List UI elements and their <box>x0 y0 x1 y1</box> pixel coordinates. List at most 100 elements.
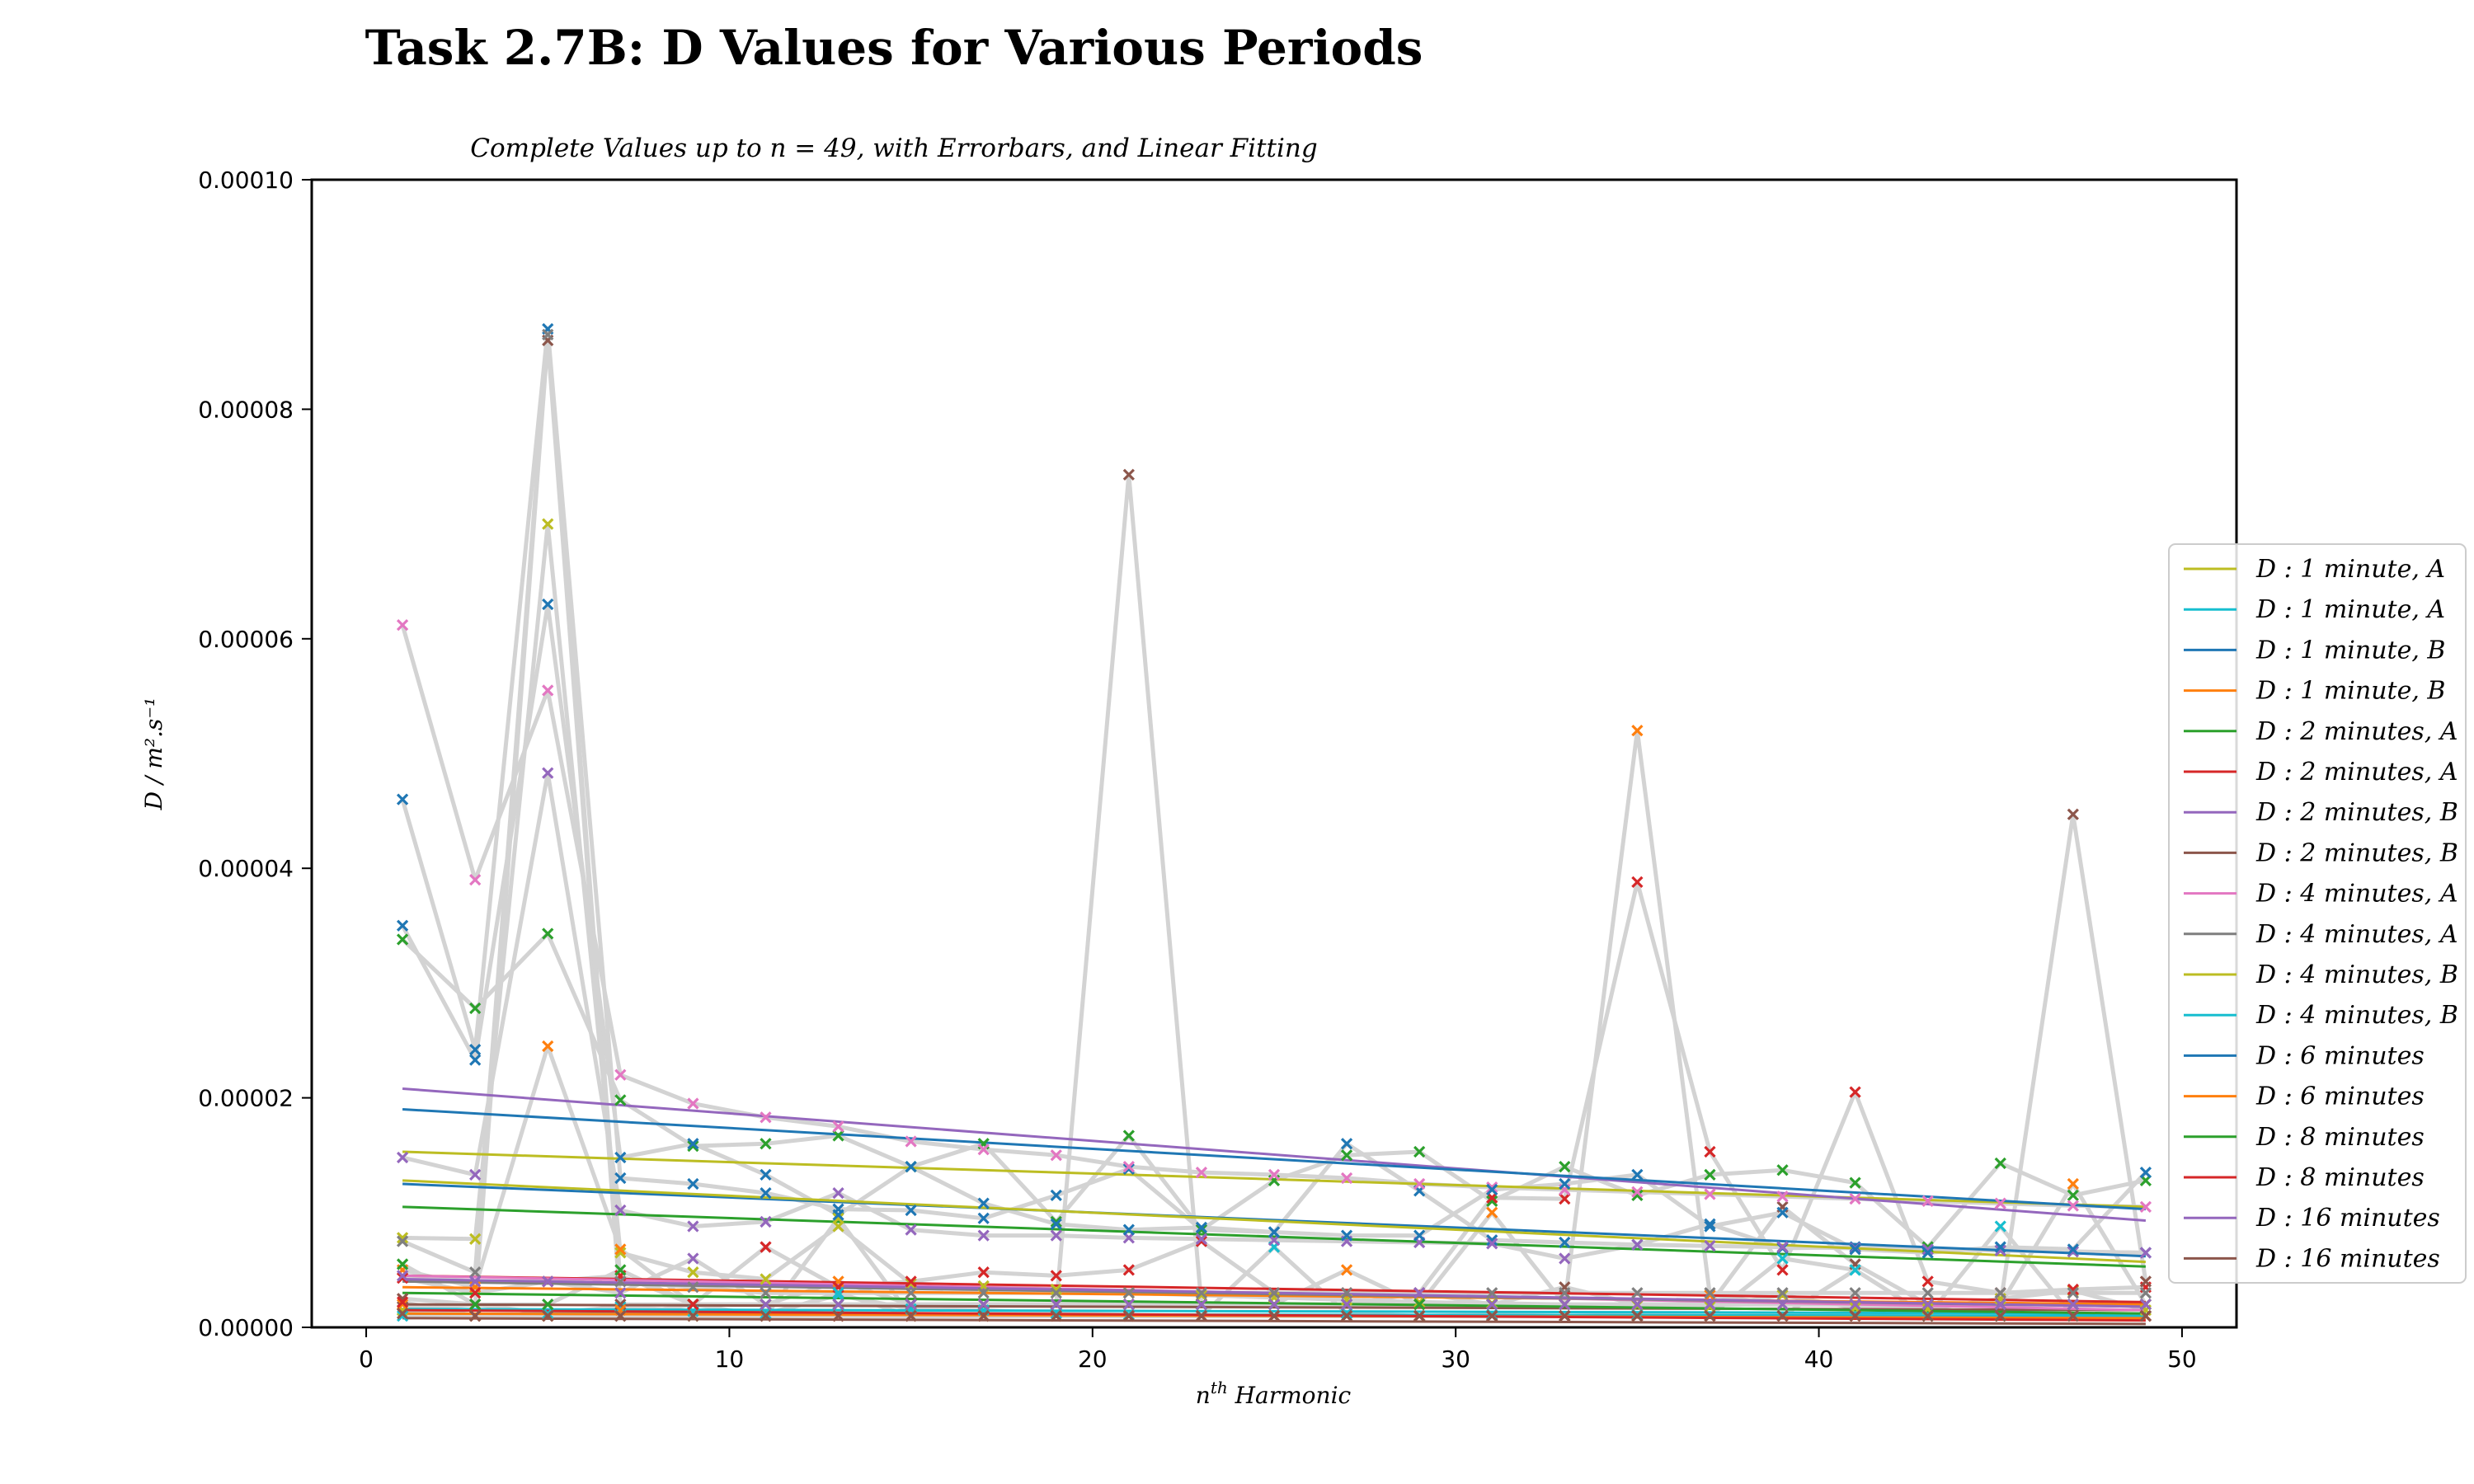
data-point <box>542 928 554 940</box>
data-point <box>760 1308 772 1320</box>
data-point <box>1921 1298 1934 1311</box>
x-tick-label: 40 <box>1804 1345 1834 1373</box>
data-point <box>1704 1289 1716 1302</box>
data-point <box>1849 1298 1861 1311</box>
data-point <box>760 1187 772 1200</box>
data-point <box>614 1204 627 1217</box>
legend-label: D : 16 minutes <box>2255 1244 2440 1273</box>
data-point <box>1994 1220 2006 1233</box>
data-point <box>1849 1287 1861 1299</box>
x-axis-ticks: 0 10 20 30 40 50 <box>359 1327 2197 1373</box>
legend-label: D : 6 minutes <box>2255 1041 2425 1070</box>
data-point <box>1631 1186 1644 1198</box>
data-point <box>469 1233 482 1245</box>
legend-label: D : 2 minutes, B <box>2255 838 2458 867</box>
fit-line-5 <box>402 1274 2146 1303</box>
data-point <box>977 1298 990 1311</box>
data-point <box>1704 1298 1716 1311</box>
data-point <box>469 1002 482 1015</box>
data-point <box>1704 1287 1716 1299</box>
data-point <box>1849 1086 1861 1098</box>
data-point <box>1776 1164 1789 1176</box>
data-point <box>396 618 409 632</box>
data-point <box>1776 1298 1789 1311</box>
data-point <box>469 1266 482 1279</box>
data-point <box>396 793 409 805</box>
data-point <box>1195 1289 1208 1302</box>
data-point <box>469 1044 482 1056</box>
data-point <box>905 1275 917 1288</box>
x-tick-label: 50 <box>2167 1345 2197 1373</box>
data-point <box>1921 1287 1934 1299</box>
data-point <box>1050 1218 1062 1230</box>
data-point <box>1413 1309 1426 1322</box>
data-point <box>2139 1287 2152 1299</box>
data-point <box>977 1144 990 1156</box>
data-point <box>469 1298 482 1311</box>
data-point <box>760 1241 772 1253</box>
data-point <box>1776 1309 1789 1322</box>
data-point <box>1559 1192 1571 1205</box>
data-point <box>1776 1241 1789 1253</box>
data-point <box>1122 1298 1135 1311</box>
fit-line-17 <box>402 1317 2146 1326</box>
data-point <box>2067 1189 2079 1202</box>
data-point <box>1413 1145 1426 1158</box>
data-point <box>542 598 554 611</box>
data-point <box>542 1275 554 1288</box>
data-point <box>396 1151 409 1164</box>
data-point <box>396 1296 409 1308</box>
data-point <box>905 1298 917 1311</box>
legend-label: D : 6 minutes <box>2255 1082 2425 1111</box>
data-point <box>1704 1220 1716 1233</box>
legend-label: D : 1 minute, B <box>2255 636 2445 665</box>
data-point <box>1195 1166 1208 1179</box>
data-point <box>396 1232 409 1244</box>
data-point <box>1631 1238 1644 1251</box>
x-tick-label: 30 <box>1441 1345 1470 1373</box>
data-point <box>469 1168 482 1181</box>
data-point <box>396 1309 409 1322</box>
data-point <box>396 1235 409 1247</box>
data-point <box>1195 1287 1208 1299</box>
data-point <box>1050 1298 1062 1311</box>
data-point <box>687 1138 699 1150</box>
x-tick-label: 0 <box>359 1345 374 1373</box>
data-point <box>905 1135 917 1148</box>
data-point <box>760 1309 772 1322</box>
data-point <box>1994 1244 2006 1256</box>
data-point <box>2067 1298 2079 1311</box>
legend-label: D : 8 minutes <box>2255 1123 2425 1152</box>
data-point <box>1704 1168 1716 1181</box>
data-point <box>1849 1176 1861 1189</box>
legend-label: D : 4 minutes, A <box>2255 880 2458 909</box>
data-point <box>1921 1309 1934 1322</box>
data-point <box>2067 1287 2079 1299</box>
data-point <box>687 1298 699 1311</box>
data-point <box>1776 1252 1789 1265</box>
data-point <box>1704 1218 1716 1230</box>
data-point <box>1050 1149 1062 1162</box>
legend-label: D : 1 minute, A <box>2255 555 2445 584</box>
data-point <box>1776 1289 1789 1302</box>
legend-label: D : 16 minutes <box>2255 1204 2440 1233</box>
data-point <box>1849 1243 1861 1256</box>
data-point <box>1050 1287 1062 1299</box>
data-point <box>1122 1129 1135 1142</box>
data-point <box>1631 1287 1644 1299</box>
data-point <box>1195 1233 1208 1245</box>
data-point <box>1122 468 1135 481</box>
data-point <box>1122 1287 1135 1299</box>
data-point <box>542 1309 554 1322</box>
data-point <box>614 1264 627 1276</box>
data-point <box>2067 1309 2079 1322</box>
y-tick-label: 0.00006 <box>198 626 294 653</box>
data-point <box>614 1172 627 1185</box>
data-point <box>1994 1287 2006 1299</box>
data-point <box>1994 1309 2006 1322</box>
legend-label: D : 1 minute, A <box>2255 595 2445 624</box>
data-point <box>1122 1162 1135 1176</box>
data-point <box>687 1252 699 1265</box>
data-point <box>977 1197 990 1209</box>
